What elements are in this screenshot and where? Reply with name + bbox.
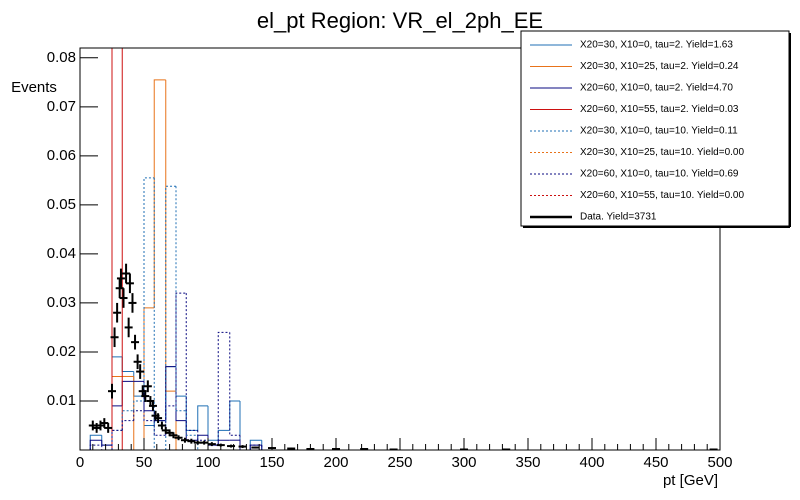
x-tick-label: 350 (515, 454, 540, 471)
histogram-bin (239, 400, 251, 450)
y-tick-label: 0.02 (47, 343, 76, 360)
y-tick-label: 0.03 (47, 294, 76, 311)
histogram-bin (239, 440, 251, 450)
legend-label: X20=30, X10=25, tau=2. Yield=0.24 (580, 61, 739, 72)
histogram-bin (175, 366, 187, 397)
histogram-bin (185, 410, 198, 436)
histogram-bin (101, 440, 112, 446)
x-axis-label: pt [GeV] (663, 472, 718, 489)
histogram-bin (165, 366, 176, 421)
legend-label: X20=30, X10=25, tau=10. Yield=0.00 (580, 147, 744, 158)
y-tick-label: 0.06 (47, 147, 76, 164)
histogram-bin (165, 79, 176, 392)
histogram-bin (217, 331, 230, 446)
histogram-bin (143, 177, 155, 401)
histogram-bin (143, 307, 155, 450)
y-axis-label: Events (11, 79, 57, 96)
histogram-bin (121, 380, 134, 406)
legend-box (520, 30, 790, 227)
histogram-bin (133, 400, 144, 411)
histogram-bin (111, 375, 123, 450)
legend-label: X20=60, X10=0, tau=10. Yield=0.69 (580, 169, 739, 180)
histogram-bin (197, 405, 208, 431)
histogram-bin (229, 400, 240, 431)
histogram-bin (207, 405, 219, 441)
x-tick-label: 450 (643, 454, 668, 471)
histogram-bin (249, 444, 262, 450)
chart-title: el_pt Region: VR_el_2ph_EE (257, 8, 543, 33)
histogram-bin (101, 435, 112, 446)
x-tick-label: 0 (76, 454, 84, 471)
legend-label: X20=60, X10=55, tau=10. Yield=0.00 (580, 190, 744, 201)
legend-label: X20=60, X10=55, tau=2. Yield=0.03 (580, 104, 739, 115)
legend-label: X20=30, X10=0, tau=2. Yield=1.63 (580, 40, 733, 51)
histogram-bin (217, 429, 230, 441)
histogram-bin (153, 79, 166, 308)
x-tick-label: 50 (136, 454, 153, 471)
histogram-bin (239, 435, 251, 450)
legend: X20=30, X10=0, tau=2. Yield=1.63 X20=30, … (520, 30, 791, 228)
legend-label: Data. Yield=3731 (580, 212, 657, 223)
y-tick-label: 0.08 (47, 49, 76, 66)
x-tick-label: 250 (387, 454, 412, 471)
axes: 0 50 100 150 200 250 300 350 400 450 500 0.01 0.02 0.… (47, 49, 733, 471)
x-tick-label: 400 (579, 454, 604, 471)
histogram-bin (175, 292, 187, 406)
histogram-bin (153, 177, 166, 450)
histogram-bin (175, 366, 187, 422)
frame (79, 47, 721, 451)
histogram-bin (229, 332, 240, 436)
plot-area (80, 48, 718, 450)
y-tick-label: 0.07 (47, 98, 76, 115)
histogram-bin (197, 434, 208, 441)
histogram-bin (89, 444, 102, 450)
histogram-bin (261, 445, 272, 450)
y-tick-label: 0.05 (47, 196, 76, 213)
histogram-bin (185, 293, 198, 431)
histogram-bin (133, 410, 144, 421)
x-tick-label: 300 (451, 454, 476, 471)
histogram-bin (175, 186, 187, 412)
histogram-bin (143, 410, 155, 422)
histogram-bin (111, 429, 123, 450)
histogram-bin (121, 356, 134, 373)
histogram-bin (121, 48, 134, 450)
histogram-bin (153, 420, 166, 436)
histogram-bin (165, 366, 176, 421)
histogram-bin (111, 429, 123, 450)
histogram-bin (89, 434, 102, 450)
x-tick-label: 200 (323, 454, 348, 471)
histogram-bin (261, 440, 272, 450)
histogram-bin (165, 185, 176, 450)
legend-label: X20=60, X10=0, tau=2. Yield=4.70 (580, 83, 733, 94)
legend-label: X20=30, X10=0, tau=10. Yield=0.11 (580, 126, 738, 137)
histogram-bin (197, 430, 208, 441)
x-tick-label: 500 (707, 454, 732, 471)
x-tick-label: 100 (195, 454, 220, 471)
histogram-bin (89, 439, 102, 450)
x-tick-label: 150 (259, 454, 284, 471)
y-tick-label: 0.01 (47, 392, 76, 409)
histogram-bin (185, 396, 198, 431)
histogram-bin (111, 405, 123, 446)
histogram-bin (111, 356, 123, 446)
y-tick-label: 0.04 (47, 245, 76, 262)
histogram-bin (121, 410, 134, 431)
histogram-bin (121, 420, 134, 431)
histogram-bin (101, 445, 112, 450)
histogram-bin (111, 48, 123, 450)
